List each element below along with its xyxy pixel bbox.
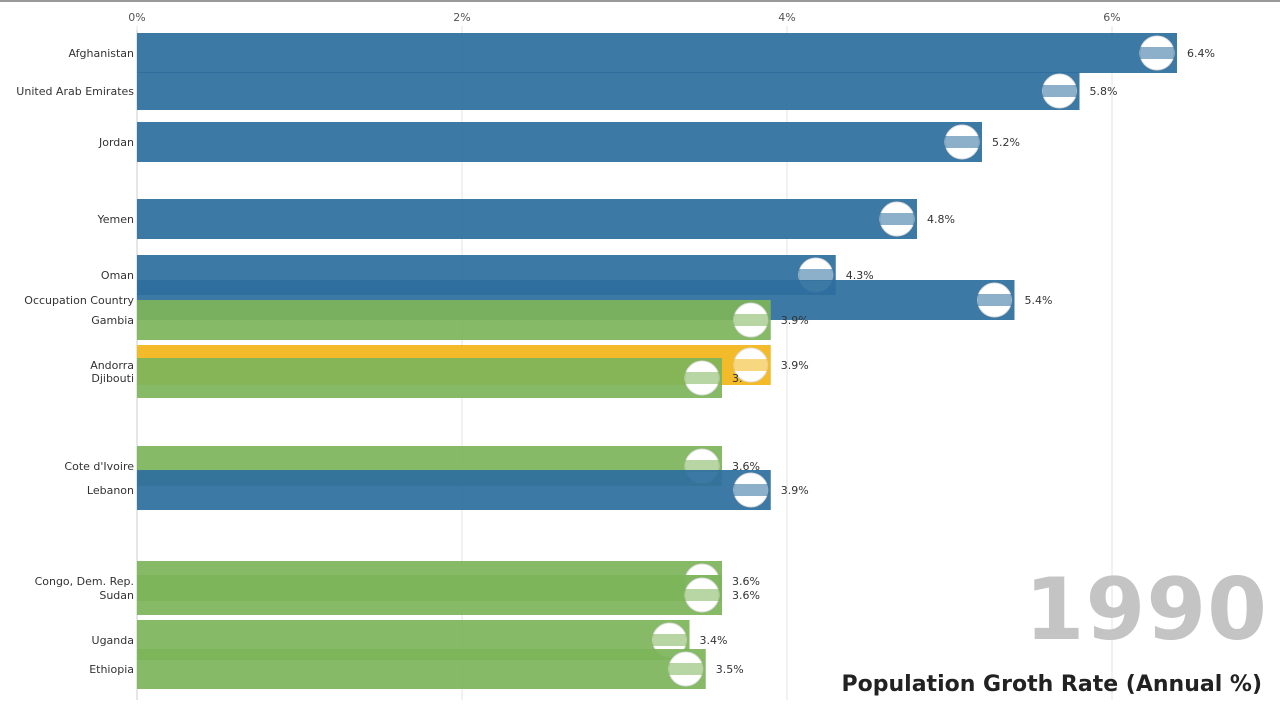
country-label: Ethiopia (89, 663, 134, 676)
country-label: Cote d'Ivoire (64, 460, 134, 473)
bar (137, 122, 982, 162)
country-label: Congo, Dem. Rep. (35, 575, 134, 588)
bar (137, 649, 706, 689)
x-tick-label: 2% (453, 11, 470, 24)
x-tick-label: 0% (128, 11, 145, 24)
value-label: 3.6% (732, 589, 760, 602)
uae-flag-band (1042, 85, 1077, 97)
country-label: Gambia (91, 314, 134, 327)
value-label: 5.4% (1025, 294, 1053, 307)
value-label: 4.8% (927, 213, 955, 226)
bar (137, 300, 771, 340)
star-of-david-flag-band (977, 294, 1012, 306)
country-label: Djibouti (91, 372, 134, 385)
bar (137, 358, 722, 398)
labels: Afghanistan 6.4% United Arab Emirates 5.8% J… (16, 47, 1215, 676)
bar (137, 72, 1080, 110)
ethiopia-flag-band (668, 663, 703, 675)
oman-flag-band (798, 269, 833, 281)
country-label: Afghanistan (69, 47, 135, 60)
value-label: 5.2% (992, 136, 1020, 149)
country-label: Jordan (98, 136, 134, 149)
chart-title: Population Groth Rate (Annual %) (841, 672, 1262, 697)
uganda-flag-band (652, 634, 687, 646)
bar (137, 575, 722, 615)
country-label: Yemen (97, 213, 135, 226)
bars (137, 33, 1177, 689)
year-label: 1990 (1024, 560, 1268, 660)
value-label: 3.9% (781, 359, 809, 372)
country-label: Uganda (92, 634, 134, 647)
bar (137, 470, 771, 510)
country-label: Sudan (99, 589, 134, 602)
country-label: Andorra (90, 359, 134, 372)
value-label: 3.9% (781, 314, 809, 327)
bar (137, 199, 917, 239)
djibouti-flag-band (685, 372, 719, 384)
lebanon-flag-band (733, 484, 768, 496)
jordan-flag-band (945, 136, 979, 148)
yemen-flag-band (880, 213, 914, 225)
value-label: 3.9% (781, 484, 809, 497)
x-tick-label: 4% (778, 11, 795, 24)
country-label: Occupation Country (24, 294, 134, 307)
value-label: 4.3% (846, 269, 874, 282)
country-label: United Arab Emirates (16, 85, 134, 98)
value-label: 3.6% (732, 575, 760, 588)
afghanistan-flag-band (1140, 47, 1174, 59)
value-label: 3.6% (732, 460, 760, 473)
value-label: 3.4% (700, 634, 728, 647)
gambia-flag-band (733, 314, 768, 326)
country-label: Lebanon (87, 484, 134, 497)
value-label: 5.8% (1090, 85, 1118, 98)
value-label: 3.5% (716, 663, 744, 676)
bar (137, 33, 1177, 73)
sudan-flag-band (685, 589, 719, 601)
andorra-flag-band (733, 359, 768, 371)
country-label: Oman (101, 269, 134, 282)
value-label: 3. (732, 372, 743, 385)
cote-divoire-flag-band (685, 460, 719, 472)
x-tick-label: 6% (1103, 11, 1120, 24)
value-label: 6.4% (1187, 47, 1215, 60)
